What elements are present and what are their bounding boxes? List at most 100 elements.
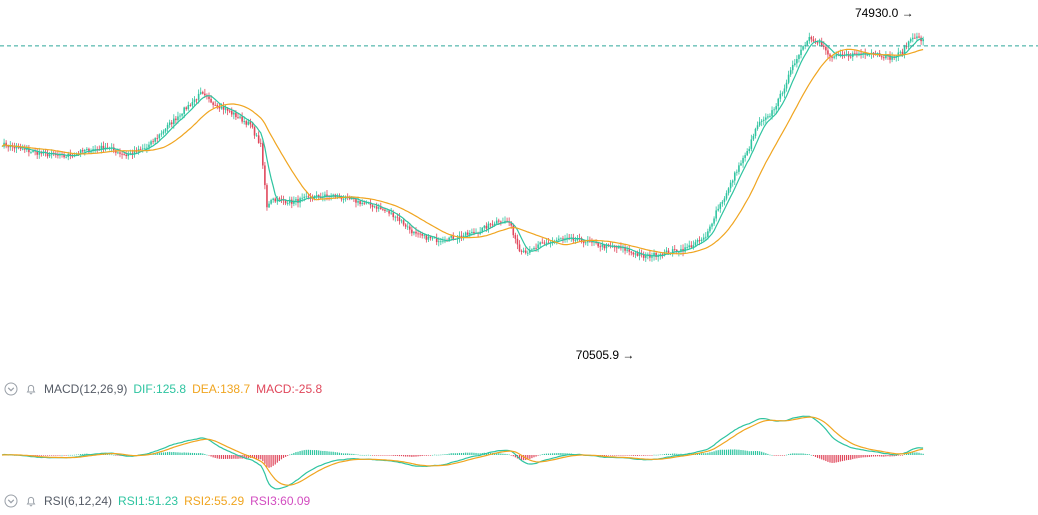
macd-bar <box>545 453 548 455</box>
macd-bar <box>200 453 202 455</box>
macd-bar <box>765 453 767 455</box>
macd-bar <box>905 453 908 455</box>
macd-bar <box>376 455 378 456</box>
chevron-down-circle-icon[interactable] <box>4 382 18 396</box>
macd-bar <box>883 455 885 457</box>
macd-bar <box>374 455 376 456</box>
macd-bar <box>868 455 870 457</box>
macd-bar <box>402 455 405 457</box>
macd-bar <box>295 452 297 455</box>
macd-bar <box>382 455 384 456</box>
macd-bar <box>918 452 920 455</box>
macd-bar <box>316 450 318 455</box>
macd-bar <box>781 455 783 456</box>
candle <box>40 150 43 157</box>
candle <box>520 249 523 255</box>
macd-bar <box>454 453 456 455</box>
macd-bar <box>189 452 191 455</box>
candle <box>495 217 498 225</box>
candle <box>309 193 312 202</box>
candle <box>394 215 397 222</box>
macd-bar <box>837 455 839 463</box>
macd-bar <box>920 453 922 455</box>
candle <box>727 187 730 196</box>
macd-bar <box>183 452 185 455</box>
bell-icon[interactable] <box>24 494 38 508</box>
macd-bar <box>719 449 721 455</box>
candle <box>812 36 815 42</box>
macd-bar <box>800 453 802 455</box>
candle <box>657 253 659 262</box>
macd-bar <box>496 453 498 455</box>
macd-bar <box>55 455 57 456</box>
macd-bar <box>607 455 610 456</box>
bell-icon[interactable] <box>24 382 38 396</box>
macd-bar <box>44 455 47 456</box>
macd-bar <box>750 451 752 455</box>
candle <box>733 171 736 185</box>
macd-bar <box>473 452 475 455</box>
candle <box>270 198 272 205</box>
macd-bar <box>773 455 775 456</box>
rsi1-value: RSI1:51.23 <box>118 494 179 508</box>
candle <box>487 221 490 233</box>
macd-bar <box>783 455 786 456</box>
candle <box>781 91 784 97</box>
candle <box>665 247 668 253</box>
candle <box>193 96 196 106</box>
candle <box>611 241 614 248</box>
macd-bar <box>624 455 626 456</box>
indicator-lines <box>1 37 924 490</box>
candle <box>564 234 566 243</box>
macd-bar <box>320 450 322 455</box>
candle <box>268 201 270 208</box>
candle <box>469 230 471 238</box>
macd-bar <box>202 453 204 455</box>
macd-bar <box>301 450 303 455</box>
candle <box>237 113 239 119</box>
macd-bar <box>175 452 177 455</box>
candle <box>425 234 428 243</box>
chevron-down-circle-icon[interactable] <box>4 494 18 508</box>
candle <box>883 55 885 61</box>
candle <box>783 84 786 99</box>
macd-bar <box>831 455 833 463</box>
macd-bar <box>821 455 823 460</box>
macd-bar <box>670 453 672 455</box>
macd-dif: DIF:125.8 <box>133 382 187 396</box>
macd-bar <box>891 455 893 457</box>
macd-bar <box>560 453 562 455</box>
macd-bar <box>562 453 564 455</box>
candle <box>208 92 210 103</box>
macd-bar <box>220 455 223 459</box>
rsi2-value: RSI2:55.29 <box>184 494 245 508</box>
macd-bar <box>260 455 262 460</box>
macd-bar <box>380 455 382 456</box>
candle <box>104 142 107 152</box>
candle <box>903 44 906 59</box>
macd-bar <box>73 454 76 456</box>
candle <box>750 134 753 152</box>
candle <box>810 35 813 43</box>
macd-bar <box>222 455 225 460</box>
candle <box>752 133 755 142</box>
macd-bar <box>752 451 755 455</box>
macd-bar <box>154 452 156 455</box>
macd-bar <box>115 455 117 456</box>
macd-bar <box>386 455 388 456</box>
macd-bar <box>912 452 914 455</box>
macd-bar <box>293 452 295 455</box>
macd-bar <box>270 455 272 468</box>
macd-bar <box>655 454 657 456</box>
macd-bar <box>65 455 67 456</box>
macd-bar <box>814 455 817 457</box>
macd-bar <box>740 449 742 455</box>
macd-bar <box>417 455 419 457</box>
candle <box>398 212 401 225</box>
macd-bar <box>796 453 798 455</box>
candle <box>711 222 713 230</box>
macd-bar <box>371 455 374 456</box>
candle <box>249 118 252 129</box>
candle <box>713 216 715 226</box>
